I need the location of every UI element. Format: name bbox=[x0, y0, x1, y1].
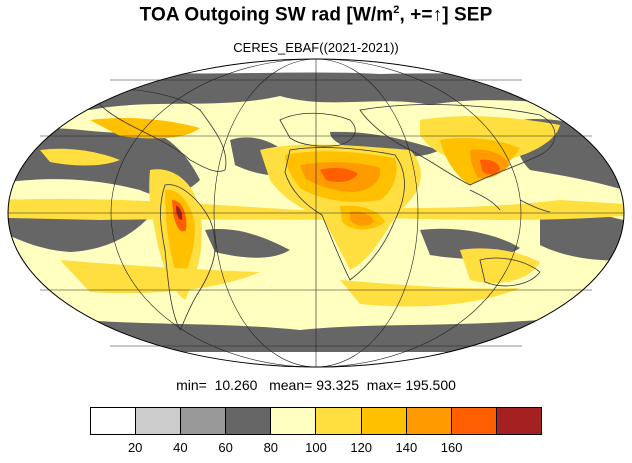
map-border bbox=[7, 58, 625, 368]
colorbar-segment bbox=[226, 408, 272, 434]
colorbar-segment bbox=[361, 408, 407, 434]
colorbar-segment bbox=[181, 408, 227, 434]
statistics: min= 10.260 mean= 93.325 max= 195.500 bbox=[176, 377, 456, 393]
colorbar-tick-label: 80 bbox=[263, 440, 279, 455]
colorbar-segment bbox=[316, 408, 362, 434]
colorbar-ticks: 20 40 60 80 100 120 140 160 bbox=[90, 440, 542, 458]
colorbar-segment bbox=[91, 408, 137, 434]
colorbar-tick-label: 120 bbox=[350, 440, 373, 455]
colorbar-tick-label: 160 bbox=[440, 440, 463, 455]
colorbar bbox=[90, 407, 542, 435]
colorbar-segment bbox=[271, 408, 317, 434]
colorbar-segment bbox=[496, 408, 541, 434]
colorbar-tick-label: 140 bbox=[395, 440, 418, 455]
colorbar-segment bbox=[136, 408, 182, 434]
colorbar-tick-label: 20 bbox=[127, 440, 143, 455]
colorbar-segment bbox=[451, 408, 497, 434]
chart-title: TOA Outgoing SW rad [W/m2, +=↑] SEP bbox=[139, 4, 493, 26]
colorbar-tick-label: 100 bbox=[305, 440, 327, 455]
colorbar-segment bbox=[406, 408, 452, 434]
coastlines bbox=[89, 88, 556, 331]
colorbar-tick-label: 60 bbox=[218, 440, 233, 455]
chart-subtitle: CERES_EBAF((2021-2021)) bbox=[233, 40, 399, 55]
colorbar-tick-label: 40 bbox=[173, 440, 188, 455]
